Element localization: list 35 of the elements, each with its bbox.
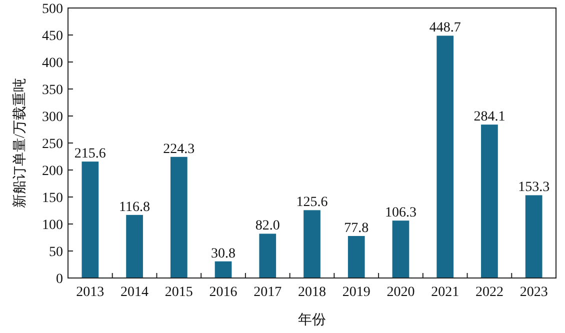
x-tick-label: 2014 [120, 285, 149, 300]
data-label: 125.6 [296, 195, 328, 210]
data-label: 77.8 [344, 220, 369, 236]
x-tick-label: 2018 [298, 285, 326, 300]
data-label: 215.6 [74, 146, 106, 162]
y-tick-label: 0 [56, 272, 63, 287]
data-label: 153.3 [518, 180, 550, 196]
x-tick-label: 2020 [386, 285, 415, 300]
data-label: 448.7 [429, 20, 461, 36]
data-label: 116.8 [119, 200, 150, 215]
y-tick-label: 500 [42, 2, 63, 17]
data-label: 82.0 [255, 218, 280, 234]
y-tick-label: 200 [42, 164, 63, 179]
data-label: 284.1 [474, 110, 506, 125]
y-tick-label: 250 [42, 137, 63, 152]
data-label: 224.3 [163, 142, 195, 157]
y-tick-label: 450 [42, 29, 63, 44]
x-tick-label: 2017 [254, 285, 282, 300]
y-tick-label: 150 [42, 191, 63, 206]
x-tick-label: 2021 [431, 285, 460, 300]
y-tick-label: 300 [42, 110, 63, 125]
x-tick-label: 2013 [76, 285, 104, 300]
y-tick-label: 50 [49, 245, 63, 260]
x-tick-label: 2022 [475, 285, 504, 300]
x-tick-label: 2023 [520, 285, 548, 300]
x-tick-label: 2019 [342, 285, 370, 300]
y-tick-label: 100 [42, 218, 63, 233]
x-tick-label: 2015 [164, 285, 193, 300]
data-label: 106.3 [384, 206, 416, 221]
x-axis-title: 年份 [298, 312, 326, 328]
x-tick-label: 2016 [209, 285, 238, 300]
y-tick-label: 350 [42, 83, 63, 98]
y-tick-label: 400 [42, 56, 63, 71]
data-label: 30.8 [211, 246, 236, 262]
y-axis-title: 新船订单量/万载重吨 [12, 78, 28, 208]
